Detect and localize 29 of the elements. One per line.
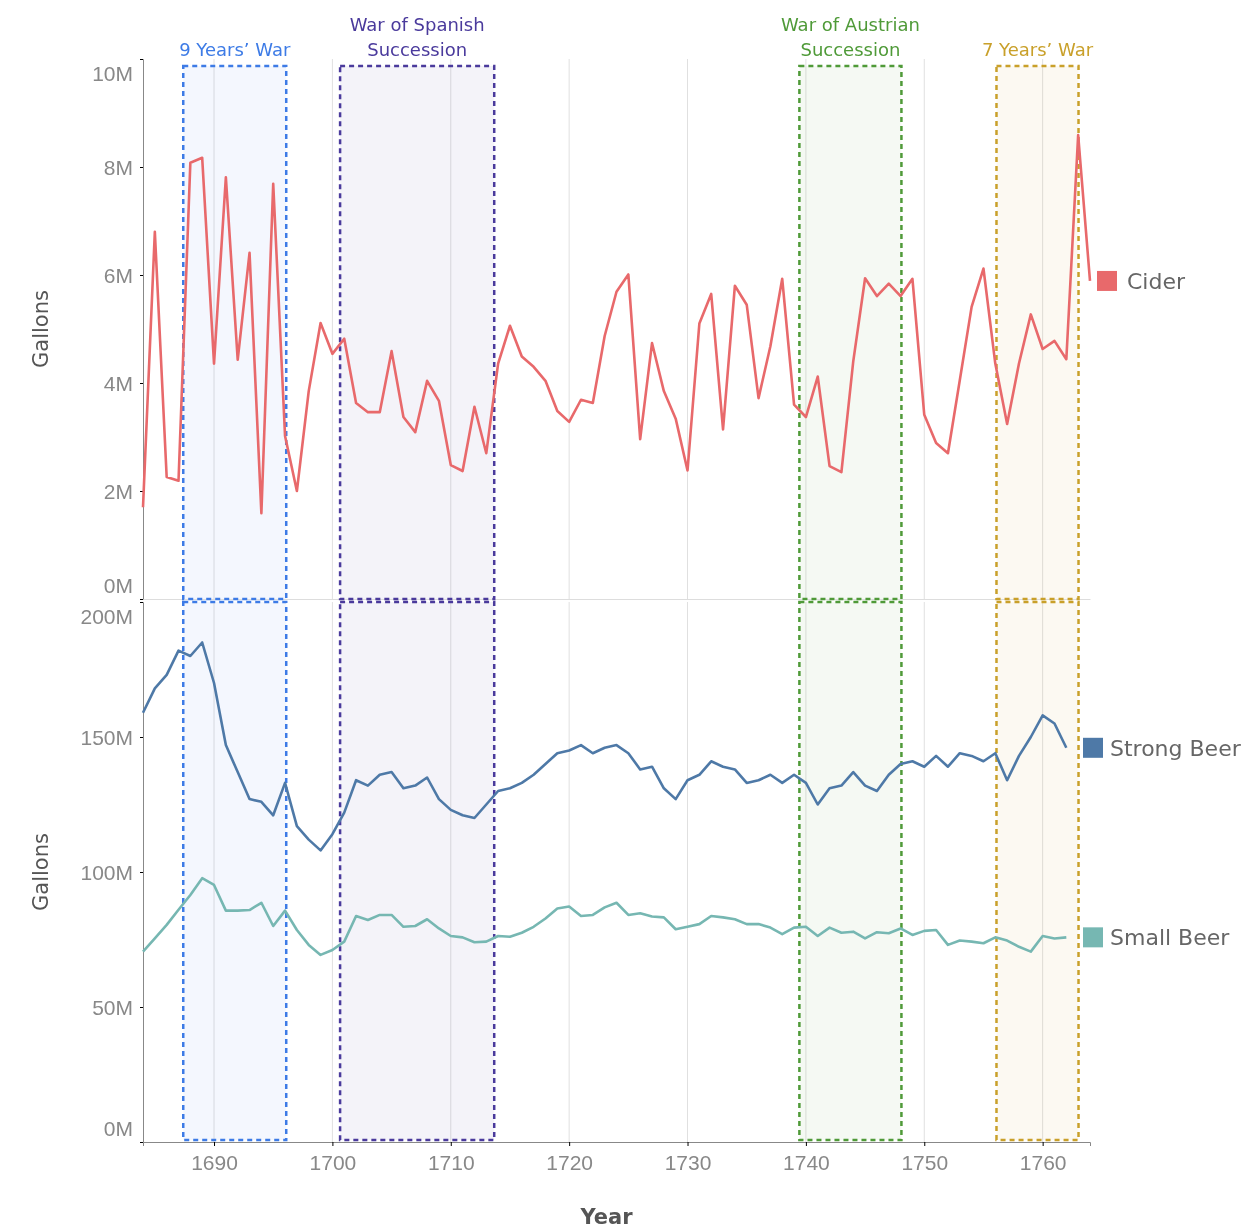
legend-label: Small Beer (1110, 925, 1231, 951)
x-tick-label: 1690 (191, 1151, 238, 1174)
y-tick-label: 200M (80, 604, 133, 628)
y-axis-title: Gallons (29, 833, 53, 911)
band-label: War of Austrian Succession (780, 14, 920, 60)
y-tick-label: 0M (103, 574, 133, 598)
x-tick-label: 1740 (783, 1151, 830, 1174)
x-tick-label: 1720 (546, 1151, 594, 1174)
x-tick-label: 1760 (1019, 1151, 1067, 1174)
y-tick-label: 2M (103, 479, 133, 503)
y-tick-label: 10M (92, 61, 133, 85)
legend-label: Cider (1127, 268, 1186, 294)
y-tick-label: 4M (103, 371, 133, 395)
y-tick-label: 6M (103, 263, 133, 287)
band-label: 9 Years’ War (179, 39, 291, 60)
x-tick-label: 1730 (664, 1151, 712, 1174)
x-tick-label: 1750 (901, 1151, 949, 1174)
x-tick-label: 1700 (309, 1151, 357, 1174)
x-tick-label: 1710 (427, 1151, 475, 1174)
y-tick-label: 50M (92, 995, 133, 1019)
x-axis-title: Year (579, 1205, 634, 1226)
band-label: 7 Years’ War (981, 39, 1094, 60)
legend-label: Strong Beer (1110, 735, 1242, 761)
y-axis-title: Gallons (29, 290, 53, 368)
y-tick-label: 0M (103, 1117, 133, 1141)
y-tick-label: 150M (80, 725, 133, 749)
y-tick-label: 8M (103, 155, 133, 179)
y-tick-label: 100M (80, 860, 133, 884)
band-label: War of Spanish Succession (349, 14, 485, 60)
